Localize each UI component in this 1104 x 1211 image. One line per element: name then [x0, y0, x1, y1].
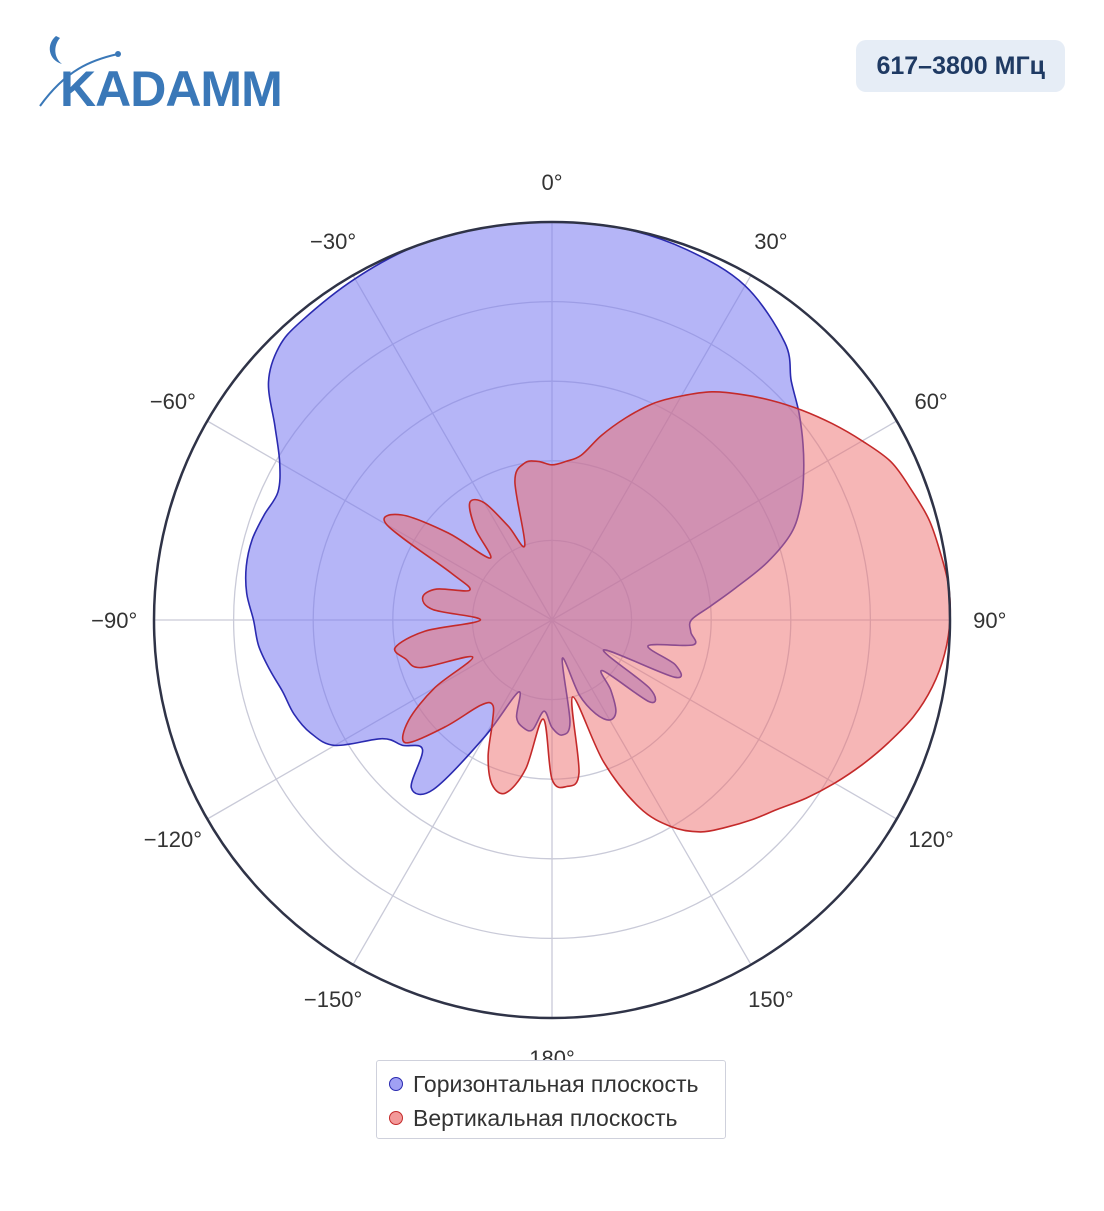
kadamm-logo: KADAMM: [39, 36, 283, 116]
chart-legend: Горизонтальная плоскость Вертикальная пл…: [376, 1060, 726, 1139]
legend-label-horizontal: Горизонтальная плоскость: [413, 1070, 699, 1097]
polar-outer-ring: [152, 220, 952, 1020]
angular-tick-label: 120°: [908, 827, 954, 852]
logo-crescent-icon: [49, 36, 62, 64]
legend-item-vertical[interactable]: Вертикальная плоскость: [389, 1101, 713, 1135]
angular-tick-label: −150°: [304, 987, 362, 1012]
angular-tick-label: 150°: [748, 987, 794, 1012]
angular-tick-label: −90°: [91, 608, 137, 633]
angular-tick-label: −60°: [150, 389, 196, 414]
polar-frame: [152, 220, 952, 1020]
legend-label-vertical: Вертикальная плоскость: [413, 1104, 678, 1131]
legend-marker-vertical: [389, 1111, 403, 1125]
angular-tick-label: −120°: [144, 827, 202, 852]
angular-tick-label: −30°: [310, 229, 356, 254]
chart-series: [244, 221, 952, 833]
angular-tick-labels: 0°30°60°90°120°150°180°−150°−120°−90°−60…: [91, 170, 1006, 1071]
angular-tick-label: 90°: [973, 608, 1006, 633]
frequency-badge: 617–3800 МГц: [856, 40, 1065, 92]
logo-dot-icon: [115, 51, 121, 57]
angular-tick-label: 60°: [914, 389, 947, 414]
legend-marker-horizontal: [389, 1077, 403, 1091]
legend-item-horizontal[interactable]: Горизонтальная плоскость: [389, 1067, 713, 1101]
logo-swoosh-icon: [39, 53, 119, 107]
series-vertical: [383, 390, 952, 833]
angular-tick-label: 0°: [541, 170, 562, 195]
angular-tick-label: 30°: [754, 229, 787, 254]
logo-text: KADAMM: [60, 61, 282, 116]
